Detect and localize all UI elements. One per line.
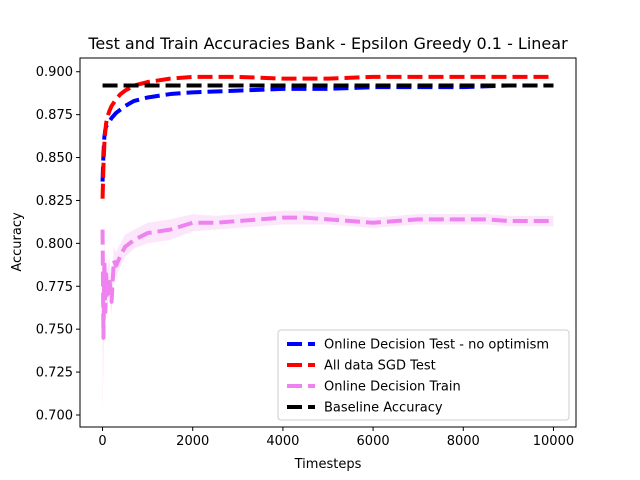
x-axis-title: Timesteps: [294, 457, 362, 472]
series-line-2: [100, 215, 554, 340]
x-tick-label: 8000: [447, 434, 480, 449]
y-tick-label: 0.700: [36, 408, 73, 423]
legend-label-2: Online Decision Train: [324, 380, 461, 395]
x-tick-label: 2000: [176, 434, 209, 449]
legend-label-0: Online Decision Test - no optimism: [324, 338, 549, 353]
x-tick-label: 10000: [533, 434, 574, 449]
x-tick-label: 6000: [357, 434, 390, 449]
x-tick-label: 0: [98, 434, 106, 449]
series-line-1: [100, 74, 554, 199]
y-tick-label: 0.850: [36, 151, 73, 166]
y-tick-label: 0.875: [36, 108, 73, 123]
y-tick-label: 0.900: [36, 65, 73, 80]
y-tick-label: 0.825: [36, 194, 73, 209]
y-tick-label: 0.725: [36, 366, 73, 381]
y-tick-label: 0.775: [36, 280, 73, 295]
legend: Online Decision Test - no optimism All da…: [277, 329, 570, 421]
chart-title: Test and Train Accuracies Bank - Epsilon…: [87, 34, 568, 53]
x-tick-label: 4000: [266, 434, 299, 449]
y-tick-label: 0.750: [36, 323, 73, 338]
y-axis: 0.700 0.725 0.750 0.775 0.800 0.825 0.850 0.875…: [36, 65, 80, 423]
series-line-0: [100, 83, 554, 182]
legend-frame: [277, 329, 570, 421]
legend-label-3: Baseline Accuracy: [324, 401, 443, 416]
legend-label-1: All data SGD Test: [324, 359, 436, 374]
x-axis: 0 2000 4000 6000 8000 10000: [98, 427, 574, 449]
y-tick-label: 0.800: [36, 237, 73, 252]
plot-frame: [79, 57, 577, 428]
plot-area: [100, 74, 554, 415]
y-axis-title: Accuracy: [10, 212, 25, 272]
